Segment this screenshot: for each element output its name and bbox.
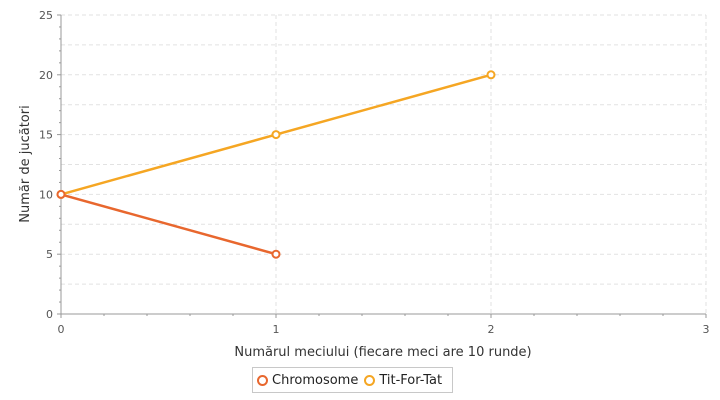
legend-marker-tit-for-tat	[364, 374, 376, 386]
legend-marker-chromosome	[257, 374, 268, 386]
data-point-chromosome	[56, 189, 66, 199]
data-point-chromosome	[271, 249, 281, 259]
data-point-tit-for-tat	[271, 130, 281, 140]
x-axis-label: Numărul meciului (fiecare meci are 10 ru…	[234, 345, 531, 360]
y-tick-label: 5	[46, 248, 53, 261]
series-line-chromosome	[60, 193, 277, 256]
y-tick-label: 25	[39, 9, 53, 22]
x-tick-label: 2	[488, 323, 495, 336]
y-tick-label: 15	[39, 129, 53, 142]
y-axis-label: Număr de jucători	[18, 105, 33, 222]
legend: Chromosome Tit-For-Tat	[252, 367, 454, 393]
x-tick-label: 3	[703, 323, 710, 336]
y-tick-label: 0	[46, 308, 53, 321]
legend-item-chromosome[interactable]: Chromosome	[257, 373, 358, 388]
series-group	[56, 70, 496, 259]
y-tick-label: 10	[39, 188, 53, 201]
axes	[57, 14, 707, 318]
y-tick-label: 20	[39, 69, 53, 82]
data-point-tit-for-tat	[486, 70, 496, 80]
tick-labels: 0 5 10 15 20 25 0 1 2 3	[39, 9, 710, 336]
legend-label-tit-for-tat: Tit-For-Tat	[379, 372, 443, 388]
legend-label-chromosome: Chromosome	[272, 372, 359, 388]
legend-item-tit-for-tat[interactable]: Tit-For-Tat	[364, 373, 442, 388]
x-tick-label: 0	[58, 323, 65, 336]
x-tick-label: 1	[273, 323, 280, 336]
